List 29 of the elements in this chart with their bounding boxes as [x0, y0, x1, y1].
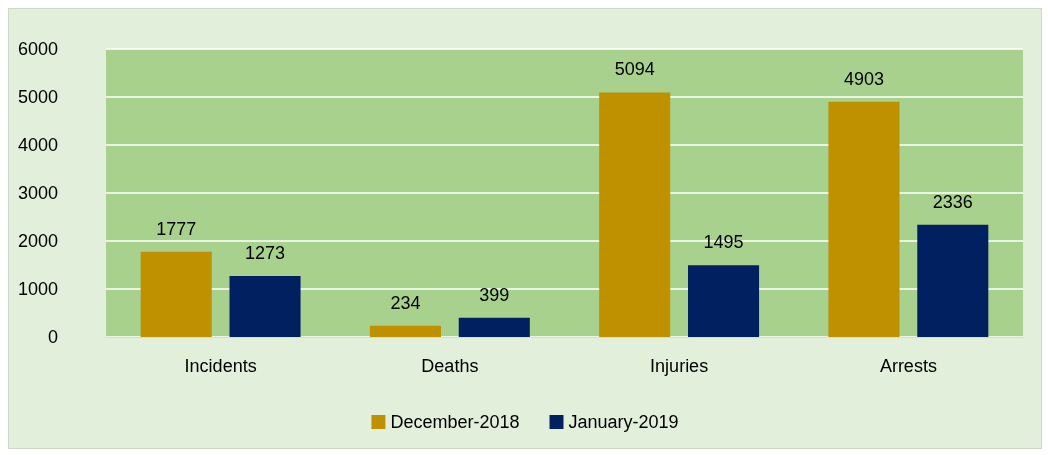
data-label: 1495: [703, 232, 744, 253]
x-tick-label: Arrests: [879, 356, 937, 376]
data-label: 1777: [156, 218, 197, 239]
data-label: 1273: [245, 242, 286, 263]
bar: [828, 101, 900, 337]
data-label: 399: [479, 284, 510, 305]
y-tick-label: 5000: [17, 87, 58, 107]
bar: [458, 317, 530, 337]
data-label: 234: [390, 292, 421, 313]
y-tick-label: 6000: [17, 39, 58, 59]
data-label: 5094: [614, 59, 655, 80]
x-tick-label: Deaths: [421, 356, 479, 376]
x-tick-label: Incidents: [184, 356, 257, 376]
bar: [229, 275, 301, 337]
bar: [369, 325, 441, 337]
data-label: 2336: [932, 191, 973, 212]
bar: [599, 92, 671, 337]
y-tick-label: 0: [47, 327, 58, 347]
legend-label: January-2019: [568, 412, 679, 432]
bar: [688, 265, 760, 337]
bar: [140, 251, 212, 337]
y-tick-label: 3000: [17, 183, 58, 203]
data-label: 4903: [843, 68, 884, 89]
legend-label: December-2018: [390, 412, 520, 432]
y-tick-label: 1000: [17, 279, 58, 299]
y-tick-label: 2000: [17, 231, 58, 251]
x-tick-label: Injuries: [650, 356, 709, 376]
bar: [917, 224, 989, 337]
y-tick-label: 4000: [17, 135, 58, 155]
